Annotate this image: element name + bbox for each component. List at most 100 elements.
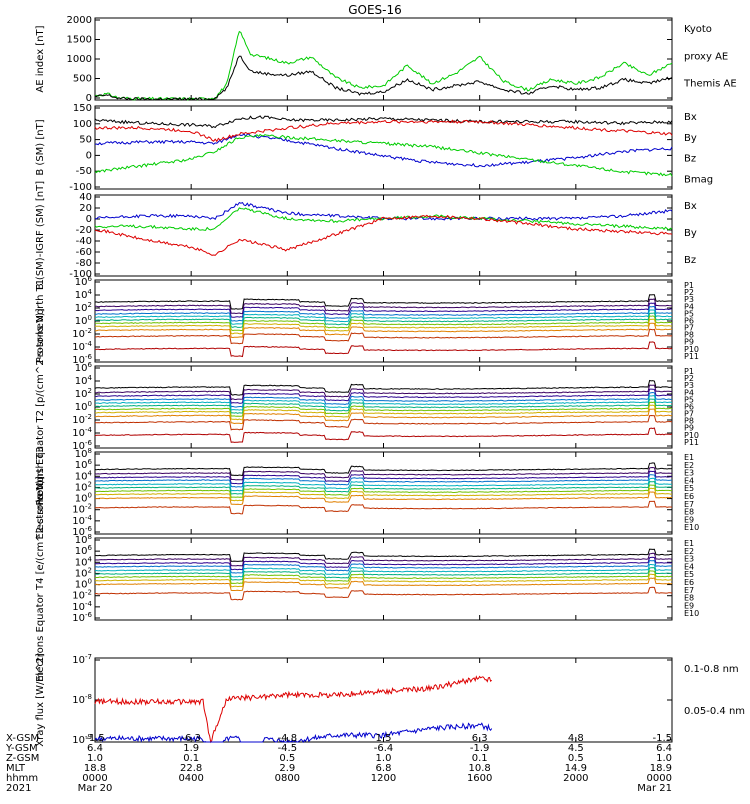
legend-entry: E7 bbox=[684, 586, 694, 595]
series-line-p9 bbox=[94, 408, 673, 425]
legend-entry: E3 bbox=[684, 469, 694, 478]
series-line-p5 bbox=[95, 309, 672, 325]
series-line-e7 bbox=[94, 484, 672, 498]
legend-entry: P5 bbox=[684, 395, 694, 404]
y-tick-label: 0 bbox=[86, 150, 92, 161]
y-tick-label: 10-2 bbox=[72, 589, 92, 602]
y-tick-label: 108 bbox=[75, 533, 92, 546]
series-line-e6 bbox=[94, 480, 672, 495]
y-tick-label: 100 bbox=[75, 314, 92, 327]
x-cell: -4.8 bbox=[278, 733, 298, 744]
y-tick-label: -60 bbox=[76, 247, 92, 258]
x-row-label: MLT bbox=[6, 763, 26, 774]
panel-bsm: 150 100 50 0 -50 -100 B (SM) [nT] Bx By Bz Bmag bbox=[35, 103, 713, 193]
legend-entry: P6 bbox=[684, 402, 694, 411]
x-row-label: X-GSM bbox=[6, 733, 39, 744]
legend-entry: P4 bbox=[684, 388, 694, 397]
legend-entry: Kyoto bbox=[684, 24, 712, 35]
series-line-e5 bbox=[94, 564, 673, 578]
legend-entry: Bx bbox=[684, 112, 697, 123]
series-line-p4 bbox=[95, 305, 672, 322]
x-cell: 2000 bbox=[563, 773, 588, 784]
x-cell: 2.9 bbox=[279, 763, 295, 774]
series-line-p9 bbox=[95, 322, 673, 339]
panel-xray: 10-7 10-8 10-9 Xray flux [W/m^2] 0.1-0.8 nm 0… bbox=[35, 653, 745, 747]
legend-entry: 0.1-0.8 nm bbox=[684, 664, 739, 675]
y-tick-label: 104 bbox=[75, 469, 93, 482]
legend-entry: P11 bbox=[684, 438, 699, 447]
x-cell: 1.9 bbox=[183, 743, 199, 754]
x-row-label: Z-GSM bbox=[6, 753, 39, 764]
series-line-e3 bbox=[94, 470, 673, 485]
series-line-e10 bbox=[94, 500, 673, 515]
x-cell: 1200 bbox=[371, 773, 396, 784]
series-line-bx bbox=[94, 201, 673, 221]
y-tick-label: 10-8 bbox=[72, 693, 92, 706]
x-cell: 0000 bbox=[647, 773, 672, 784]
y-tick-label: -50 bbox=[76, 166, 92, 177]
y-tick-label: 100 bbox=[73, 119, 92, 130]
series-line-themis-ae bbox=[94, 55, 673, 101]
x-cell: 1.0 bbox=[87, 753, 103, 764]
series-line-0-05-0-4-nm bbox=[94, 722, 493, 743]
series-line-p2 bbox=[94, 298, 672, 315]
x-cell: 0.5 bbox=[568, 753, 584, 764]
series-line-p7 bbox=[94, 401, 673, 417]
legend-entry: proxy AE bbox=[684, 51, 728, 62]
panel-frame bbox=[94, 451, 673, 535]
x-row-label: Y-GSM bbox=[5, 743, 38, 754]
y-tick-label: 0 bbox=[86, 214, 92, 225]
y-tick-label: 10-2 bbox=[72, 503, 92, 516]
y-tick-label: 106 bbox=[75, 458, 93, 471]
legend-entry: P8 bbox=[684, 331, 694, 340]
series-line-e4 bbox=[94, 559, 673, 574]
legend-entry: E6 bbox=[684, 578, 694, 587]
legend-entry: Bz bbox=[684, 255, 696, 266]
x-cell: 10.8 bbox=[469, 763, 491, 774]
series-line-e1 bbox=[94, 462, 673, 477]
y-tick-label: 10-9 bbox=[72, 733, 92, 746]
y-tick-label: 20 bbox=[79, 203, 92, 214]
series-line-p10 bbox=[95, 328, 673, 345]
series-line-p7 bbox=[95, 315, 673, 332]
legend-entry: Bmag bbox=[684, 174, 713, 185]
panel-frame bbox=[94, 194, 673, 277]
y-tick-label: 10-6 bbox=[72, 611, 92, 624]
legend-entry: E2 bbox=[684, 461, 694, 470]
legend-entry: 0.05-0.4 nm bbox=[684, 706, 745, 717]
y-tick-label: 0 bbox=[86, 93, 92, 104]
legend-entry: E7 bbox=[684, 500, 694, 509]
legend-entry: P11 bbox=[684, 352, 699, 361]
series-line-e2 bbox=[94, 466, 673, 481]
x-cell: -6.3 bbox=[181, 733, 201, 744]
y-tick-label: 500 bbox=[73, 74, 92, 85]
legend-entry: E1 bbox=[684, 453, 694, 462]
legend-entry: By bbox=[684, 133, 697, 144]
y-tick-label: 10-7 bbox=[72, 653, 92, 666]
y-tick-label: -100 bbox=[69, 269, 92, 280]
y-tick-label: 102 bbox=[75, 480, 92, 493]
x-cell: Mar 21 bbox=[637, 783, 672, 794]
y-tick-label: 102 bbox=[75, 301, 92, 314]
series-line-e9 bbox=[94, 491, 672, 506]
x-cell: -1.5 bbox=[652, 733, 672, 744]
legend-entry: P10 bbox=[684, 345, 699, 354]
legend-entry: E10 bbox=[684, 523, 699, 532]
x-cell: 18.8 bbox=[84, 763, 106, 774]
y-axis-label: B (SM) [nT] bbox=[35, 119, 46, 175]
legend-entry: E8 bbox=[684, 508, 694, 517]
y-tick-label: 2000 bbox=[67, 15, 92, 26]
legend-entry: By bbox=[684, 228, 697, 239]
legend-entry: P5 bbox=[684, 309, 694, 318]
y-tick-label: -100 bbox=[69, 182, 92, 193]
y-tick-label: 1500 bbox=[67, 35, 92, 46]
y-tick-label: 10-2 bbox=[72, 327, 92, 340]
series-line-e4 bbox=[94, 474, 673, 488]
y-tick-label: 50 bbox=[79, 135, 92, 146]
y-tick-label: 10-4 bbox=[72, 600, 92, 613]
series-line-e10 bbox=[94, 586, 673, 601]
x-cell: 4.5 bbox=[568, 743, 584, 754]
series-line-e7 bbox=[94, 570, 673, 585]
